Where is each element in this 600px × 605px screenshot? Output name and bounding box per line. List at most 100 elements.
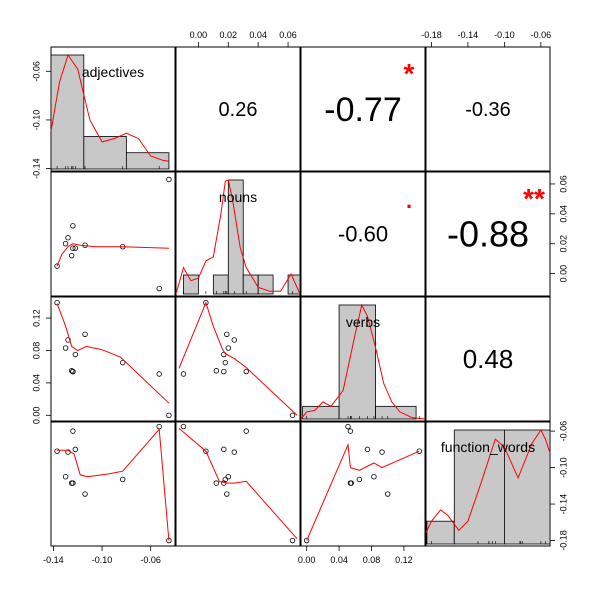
histogram-bar [257,274,274,295]
smoother-line [56,303,170,404]
scatter-point [68,368,75,374]
scatter-point [221,368,227,375]
smoother-line [178,301,298,416]
scatter-point [65,337,71,343]
scatter-point [54,263,60,269]
scatter-point [65,235,71,241]
scatter-point [72,446,79,453]
scatter-point [72,245,79,251]
significance-stars: * [404,58,415,89]
scatter-point [289,412,296,419]
significance-stars: . [406,188,412,213]
histogram-bar [83,136,127,170]
scatter-point [224,491,230,497]
panel-frame [300,171,426,297]
y-tick-label: 0.12 [31,309,41,327]
histogram-bar [125,152,170,170]
scatter-point [222,476,229,483]
panel-frame [175,46,301,172]
panel-frame [425,171,551,297]
y-tick-label: 0.06 [558,175,568,193]
panel-frame [50,171,176,297]
y-tick-label: 0.02 [558,235,568,253]
scatter-point [54,299,60,306]
scatter-point [166,412,172,419]
y-tick-label: -0.10 [558,457,568,478]
x-tick-label: -0.14 [43,555,64,565]
histogram-bar [227,179,244,295]
histogram-bar [504,429,551,545]
y-tick-label: -0.14 [31,158,41,179]
smoother-line [306,442,420,541]
scatter-point [82,491,88,497]
scatter-point [70,368,76,375]
scatter-point [156,285,162,292]
variable-label: nouns [219,189,257,205]
y-tick-label: -0.10 [31,110,41,131]
scatter-point [70,245,76,251]
panel-frame [175,421,301,547]
y-tick-label: -0.14 [558,494,568,515]
density-curve [425,429,551,533]
scatter-point [120,359,126,366]
scatter-point [221,446,227,453]
density-curve [175,179,301,295]
scatter-point [231,449,237,455]
scatter-point [70,223,76,229]
x-tick-label: -0.18 [421,30,442,40]
scatter-point [289,537,296,544]
y-tick-label: 0.04 [558,205,568,223]
panel-frame [50,421,176,547]
smoother-line [56,243,169,267]
scatter-point [203,448,209,454]
histogram-bar [212,274,229,295]
scatter-point [379,449,385,455]
scatter-point [221,351,227,358]
panel-frame [300,46,426,172]
correlation-value: -0.88 [447,214,529,255]
variable-label: verbs [346,314,380,330]
scatter-point [62,241,69,247]
scatter-point [243,368,249,375]
scatter-point [156,423,162,430]
scatter-point [225,474,231,480]
scatter-point [54,448,60,454]
x-tick-label: 0.06 [279,30,297,40]
x-tick-label: -0.10 [494,30,515,40]
panel-frame [425,46,551,172]
scatter-point [70,480,76,486]
scatter-point [224,331,230,337]
panel-frame [300,421,426,547]
scatter-point [156,371,162,377]
smoother-line [178,428,298,540]
histogram-bar [50,54,85,170]
scatter-point [345,423,351,430]
scatter-point [213,480,220,486]
histogram-bar [287,274,301,295]
scatter-point [180,423,187,430]
scatter-point [347,480,354,486]
histogram-bar [302,405,340,420]
scatter-point [72,351,79,358]
histogram-bar [426,520,455,545]
x-tick-label: 0.12 [395,555,413,565]
scatter-point [222,359,229,366]
panel-frame [425,296,551,422]
scatter-point [203,299,209,306]
y-tick-label: 0.00 [558,265,568,283]
y-tick-label: -0.18 [558,530,568,551]
panel-frame [300,296,426,422]
x-tick-label: 0.00 [298,555,316,565]
density-curve [300,303,426,420]
x-tick-label: -0.14 [458,30,479,40]
scatter-point [371,474,377,480]
correlation-value: -0.36 [465,99,511,121]
variable-label: adjectives [82,64,144,80]
x-tick-label: -0.06 [140,555,161,565]
scatter-point [62,345,69,351]
scatter-point [231,337,237,343]
x-tick-label: 0.02 [220,30,238,40]
x-tick-label: 0.04 [330,555,348,565]
y-tick-label: 0.00 [31,407,41,425]
